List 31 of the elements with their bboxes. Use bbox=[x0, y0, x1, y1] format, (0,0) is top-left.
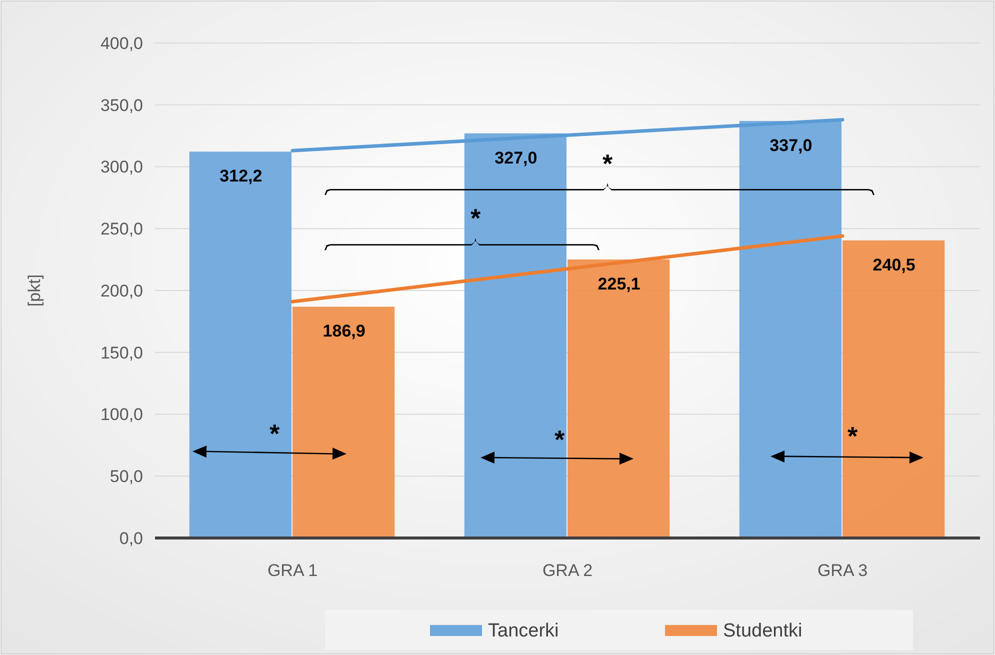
legend-label: Tancerki bbox=[488, 620, 559, 642]
x-tick-label: GRA 1 bbox=[267, 561, 318, 580]
bar bbox=[292, 306, 395, 538]
data-label: 240,5 bbox=[872, 255, 916, 274]
y-tick-label: 200,0 bbox=[100, 281, 143, 300]
data-label: 186,9 bbox=[322, 322, 366, 341]
data-label: 327,0 bbox=[494, 148, 538, 168]
annotation: * bbox=[269, 418, 280, 448]
annotation: * bbox=[554, 424, 566, 455]
y-tick-label: 400,0 bbox=[100, 34, 143, 53]
y-tick-label: 150,0 bbox=[100, 343, 143, 362]
legend-label: Studentki bbox=[723, 620, 802, 642]
y-tick-label: 350,0 bbox=[100, 96, 143, 115]
bar bbox=[189, 152, 292, 538]
y-tick-label: 100,0 bbox=[100, 405, 143, 424]
data-label: 225,1 bbox=[598, 274, 640, 294]
bar bbox=[842, 240, 945, 538]
y-axis-title: [pkt] bbox=[25, 274, 44, 307]
bar bbox=[739, 120, 842, 538]
annotation: * bbox=[847, 420, 858, 451]
data-label: 312,2 bbox=[220, 166, 262, 186]
bar bbox=[568, 259, 670, 538]
y-tick-label: 50,0 bbox=[110, 467, 143, 486]
y-tick-label: 300,0 bbox=[100, 158, 143, 177]
y-tick-label: 0,0 bbox=[119, 528, 143, 548]
annotation: * bbox=[602, 148, 614, 179]
y-tick-label: 250,0 bbox=[100, 220, 143, 239]
data-label: 337,0 bbox=[770, 136, 812, 155]
x-tick-label: GRA 2 bbox=[542, 561, 593, 580]
annotation: * bbox=[470, 203, 482, 234]
x-tick-label: GRA 3 bbox=[817, 561, 868, 580]
